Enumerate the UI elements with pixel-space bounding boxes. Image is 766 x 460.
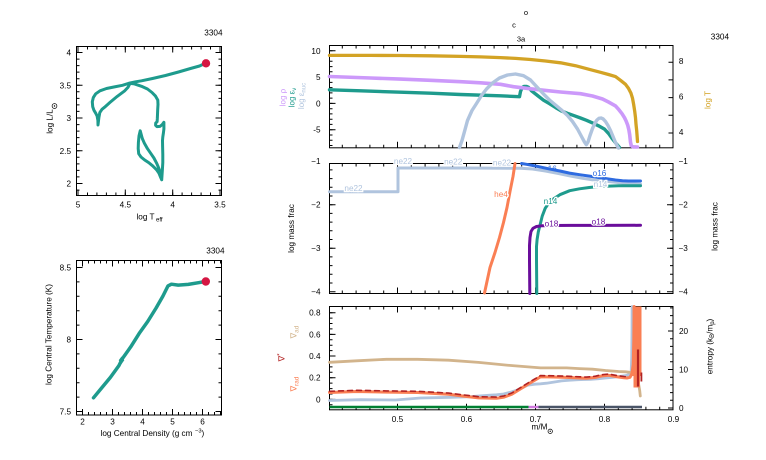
svg-text:4: 4	[170, 201, 175, 210]
svg-text:0.8: 0.8	[309, 309, 321, 318]
svg-text:2.5: 2.5	[60, 147, 72, 156]
svg-text:n14: n14	[594, 180, 608, 189]
svg-text:20: 20	[679, 327, 689, 336]
svg-text:−3: −3	[311, 244, 321, 253]
svg-text:−2: −2	[311, 201, 321, 210]
svg-text:7.5: 7.5	[60, 408, 72, 417]
svg-text:ne22: ne22	[444, 158, 463, 167]
svg-text:): )	[202, 429, 205, 438]
svg-text:o18: o18	[545, 220, 559, 229]
svg-text:o16: o16	[593, 169, 607, 178]
svg-text:ne22: ne22	[444, 158, 463, 167]
svg-text:3.5: 3.5	[60, 81, 72, 90]
svg-text:∇ad: ∇ad	[289, 325, 301, 339]
svg-text:log Central Density (g cm: log Central Density (g cm	[101, 429, 193, 438]
svg-text:0: 0	[316, 99, 321, 108]
svg-text:0.8: 0.8	[599, 415, 611, 424]
svg-text:log ρ: log ρ	[279, 88, 288, 106]
svg-text:0.6: 0.6	[309, 330, 321, 339]
svg-text:8: 8	[66, 336, 71, 345]
svg-text:3304: 3304	[711, 33, 730, 42]
svg-text:0: 0	[679, 404, 684, 413]
svg-text:log εnuc: log εnuc	[297, 83, 308, 109]
svg-text:0.4: 0.4	[309, 352, 321, 361]
svg-text:0.7: 0.7	[530, 415, 542, 424]
svg-text:o16: o16	[593, 169, 607, 178]
svg-text:ne22: ne22	[344, 184, 363, 193]
svg-text:ne22: ne22	[344, 184, 363, 193]
svg-text:3.5: 3.5	[214, 201, 226, 210]
svg-text:6: 6	[200, 418, 205, 427]
svg-text:he4: he4	[494, 190, 508, 199]
svg-text:o: o	[524, 8, 528, 17]
svg-text:c: c	[512, 21, 516, 30]
svg-text:n14: n14	[544, 197, 558, 206]
svg-text:0.9: 0.9	[668, 415, 680, 424]
svg-text:−3: −3	[195, 429, 202, 435]
svg-text:−3: −3	[679, 244, 689, 253]
svg-text:4: 4	[679, 128, 684, 137]
svg-text:−2: −2	[679, 201, 689, 210]
svg-text:log L/L: log L/L	[46, 109, 55, 134]
svg-text:−4: −4	[311, 288, 321, 297]
svg-text:8.5: 8.5	[60, 264, 72, 273]
svg-text:log Central Temperature (K): log Central Temperature (K)	[45, 284, 54, 385]
svg-text:log mass frac: log mass frac	[711, 202, 720, 251]
svg-text:3: 3	[66, 114, 71, 123]
svg-text:he4: he4	[494, 190, 508, 199]
svg-text:0.6: 0.6	[461, 415, 473, 424]
svg-text:ne22: ne22	[493, 159, 512, 168]
svg-text:∇rad: ∇rad	[289, 376, 301, 392]
svg-text:entropy (kB/mp): entropy (kB/mp)	[706, 318, 717, 374]
svg-text:8: 8	[679, 57, 684, 66]
svg-text:∇*: ∇*	[277, 353, 287, 363]
svg-text:ne22: ne22	[493, 159, 512, 168]
svg-text:3304: 3304	[206, 247, 225, 256]
svg-text:−1: −1	[679, 157, 689, 166]
svg-text:0.2: 0.2	[309, 374, 321, 383]
svg-text:5: 5	[76, 201, 81, 210]
svg-text:5: 5	[316, 73, 321, 82]
svg-text:eff: eff	[156, 218, 163, 224]
svg-text:5: 5	[170, 418, 175, 427]
svg-text:n14: n14	[544, 197, 558, 206]
svg-text:ne22: ne22	[394, 157, 413, 166]
svg-text:m/M: m/M	[532, 423, 548, 432]
svg-text:0: 0	[316, 395, 321, 404]
svg-text:log T: log T	[704, 91, 713, 109]
svg-text:log mass frac: log mass frac	[287, 204, 296, 253]
svg-text:10: 10	[311, 47, 321, 56]
svg-text:0.5: 0.5	[392, 415, 404, 424]
svg-text:-5: -5	[313, 126, 321, 135]
svg-text:2: 2	[66, 180, 71, 189]
svg-text:10: 10	[679, 366, 689, 375]
svg-text:−4: −4	[679, 288, 689, 297]
svg-text:3: 3	[110, 418, 115, 427]
svg-text:log T: log T	[136, 213, 154, 222]
svg-text:o18: o18	[592, 218, 606, 227]
svg-text:6: 6	[679, 92, 684, 101]
svg-text:log εν: log εν	[288, 88, 299, 107]
svg-text:4: 4	[140, 418, 145, 427]
svg-text:2: 2	[80, 418, 85, 427]
svg-text:−1: −1	[311, 157, 321, 166]
svg-text:o18: o18	[592, 218, 606, 227]
svg-text:4.5: 4.5	[120, 201, 132, 210]
svg-text:n14: n14	[594, 180, 608, 189]
svg-text:ne22: ne22	[394, 157, 413, 166]
svg-text:3a: 3a	[517, 35, 526, 44]
svg-text:3304: 3304	[204, 29, 223, 38]
svg-text:4: 4	[66, 49, 71, 58]
svg-text:o18: o18	[545, 220, 559, 229]
